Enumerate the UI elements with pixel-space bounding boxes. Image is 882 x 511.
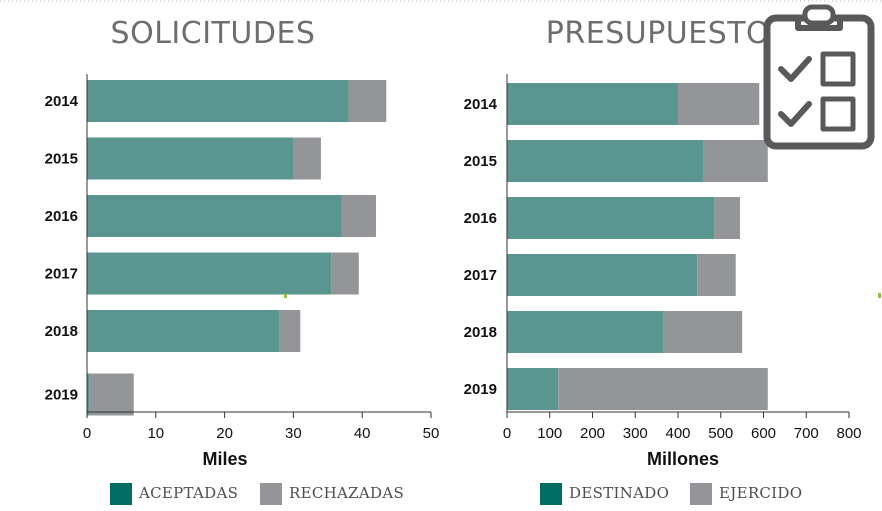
presupuesto-tick-label: 600 (751, 425, 776, 442)
solicitudes-bar-2017-aceptadas (87, 252, 332, 295)
legend-label-rechazadas: RECHAZADAS (289, 484, 404, 502)
solicitudes-tick-label: 0 (83, 425, 91, 442)
presupuesto-category-label: 2018 (464, 324, 497, 341)
solicitudes-bar-2018-rechazadas (279, 310, 301, 352)
clipboard-checklist-icon (763, 4, 875, 150)
legend-swatch-rechazadas (260, 483, 282, 505)
presupuesto-bar-2017-destinado (507, 254, 698, 296)
presupuesto-category-label: 2014 (464, 96, 498, 113)
solicitudes-category-label: 2017 (45, 266, 78, 283)
presupuesto-bar-2015-destinado (507, 140, 704, 182)
presupuesto-tick-label: 200 (580, 425, 605, 442)
presupuesto-category-labels: 2014 2015 2016 2017 2018 2019 (464, 96, 498, 398)
presupuesto-category-label: 2019 (464, 381, 497, 398)
presupuesto-tick-label: 100 (537, 425, 562, 442)
solicitudes-bar-2019-aceptadas (87, 373, 90, 416)
solicitudes-x-label: Miles (202, 449, 247, 469)
presupuesto-category-label: 2016 (464, 210, 497, 227)
solicitudes-bar-2015-rechazadas (293, 137, 321, 180)
solicitudes-tick-label: 20 (216, 425, 233, 442)
solicitudes-bar-2016-aceptadas (87, 195, 342, 237)
solicitudes-bars (87, 80, 387, 416)
presupuesto-tick-label: 500 (708, 425, 733, 442)
presupuesto-bar-2019-destinado (507, 368, 559, 410)
solicitudes-tick-label: 40 (354, 425, 371, 442)
legend-swatch-aceptadas (110, 483, 132, 505)
solicitudes-bar-2016-rechazadas (341, 195, 376, 237)
presupuesto-category-label: 2015 (464, 153, 497, 170)
presupuesto-x-ticks: 0 100 200 300 400 500 600 700 800 (503, 412, 862, 442)
solicitudes-category-labels: 2014 2015 2016 2017 2018 2019 (45, 93, 79, 404)
legend-label-aceptadas: ACEPTADAS (138, 484, 238, 502)
presupuesto-bar-2019-ejercido (558, 368, 768, 410)
presupuesto-bar-2017-ejercido (697, 254, 736, 296)
solicitudes-category-label: 2018 (45, 323, 78, 340)
solicitudes-bar-2014-rechazadas (348, 80, 387, 122)
presupuesto-chart: PRESUPUESTO 2014 2015 2016 2017 2018 2019 0 10… (464, 16, 862, 505)
presupuesto-tick-label: 800 (836, 425, 861, 442)
solicitudes-category-label: 2015 (45, 151, 78, 168)
solicitudes-tick-label: 10 (147, 425, 164, 442)
solicitudes-title: SOLICITUDES (111, 16, 316, 51)
legend-label-ejercido: EJERCIDO (719, 484, 802, 502)
solicitudes-legend: ACEPTADAS RECHAZADAS (110, 483, 404, 505)
solicitudes-category-label: 2019 (45, 387, 78, 404)
legend-label-destinado: DESTINADO (569, 484, 669, 502)
decorative-dot (878, 293, 881, 298)
presupuesto-bars (507, 83, 768, 410)
presupuesto-title: PRESUPUESTO (546, 16, 770, 51)
presupuesto-bar-2018-destinado (507, 311, 664, 353)
presupuesto-bar-2016-ejercido (714, 197, 740, 239)
legend-swatch-destinado (540, 483, 562, 505)
solicitudes-bar-2018-aceptadas (87, 310, 280, 352)
presupuesto-bar-2018-ejercido (663, 311, 743, 353)
presupuesto-bar-2016-destinado (507, 197, 715, 239)
solicitudes-chart: SOLICITUDES 2014 2015 2016 2017 2018 2019 0 10… (45, 16, 440, 505)
solicitudes-bar-2014-aceptadas (87, 80, 349, 122)
presupuesto-tick-label: 0 (503, 425, 511, 442)
solicitudes-tick-label: 30 (285, 425, 302, 442)
presupuesto-category-label: 2017 (464, 267, 497, 284)
solicitudes-bar-2015-aceptadas (87, 137, 294, 180)
solicitudes-category-label: 2016 (45, 208, 78, 225)
presupuesto-tick-label: 400 (665, 425, 690, 442)
decorative-dot (284, 294, 287, 298)
presupuesto-bar-2015-ejercido (703, 140, 768, 182)
presupuesto-tick-label: 300 (623, 425, 648, 442)
solicitudes-x-ticks: 0 10 20 30 40 50 (83, 412, 440, 442)
solicitudes-bar-2019-rechazadas (89, 373, 134, 416)
presupuesto-bar-2014-ejercido (678, 83, 760, 125)
presupuesto-legend: DESTINADO EJERCIDO (540, 483, 802, 505)
legend-swatch-ejercido (690, 483, 712, 505)
solicitudes-tick-label: 50 (423, 425, 440, 442)
solicitudes-bar-2017-rechazadas (331, 252, 359, 295)
presupuesto-tick-label: 700 (794, 425, 819, 442)
solicitudes-category-label: 2014 (45, 93, 79, 110)
presupuesto-x-label: Millones (647, 449, 719, 469)
presupuesto-bar-2014-destinado (507, 83, 678, 125)
